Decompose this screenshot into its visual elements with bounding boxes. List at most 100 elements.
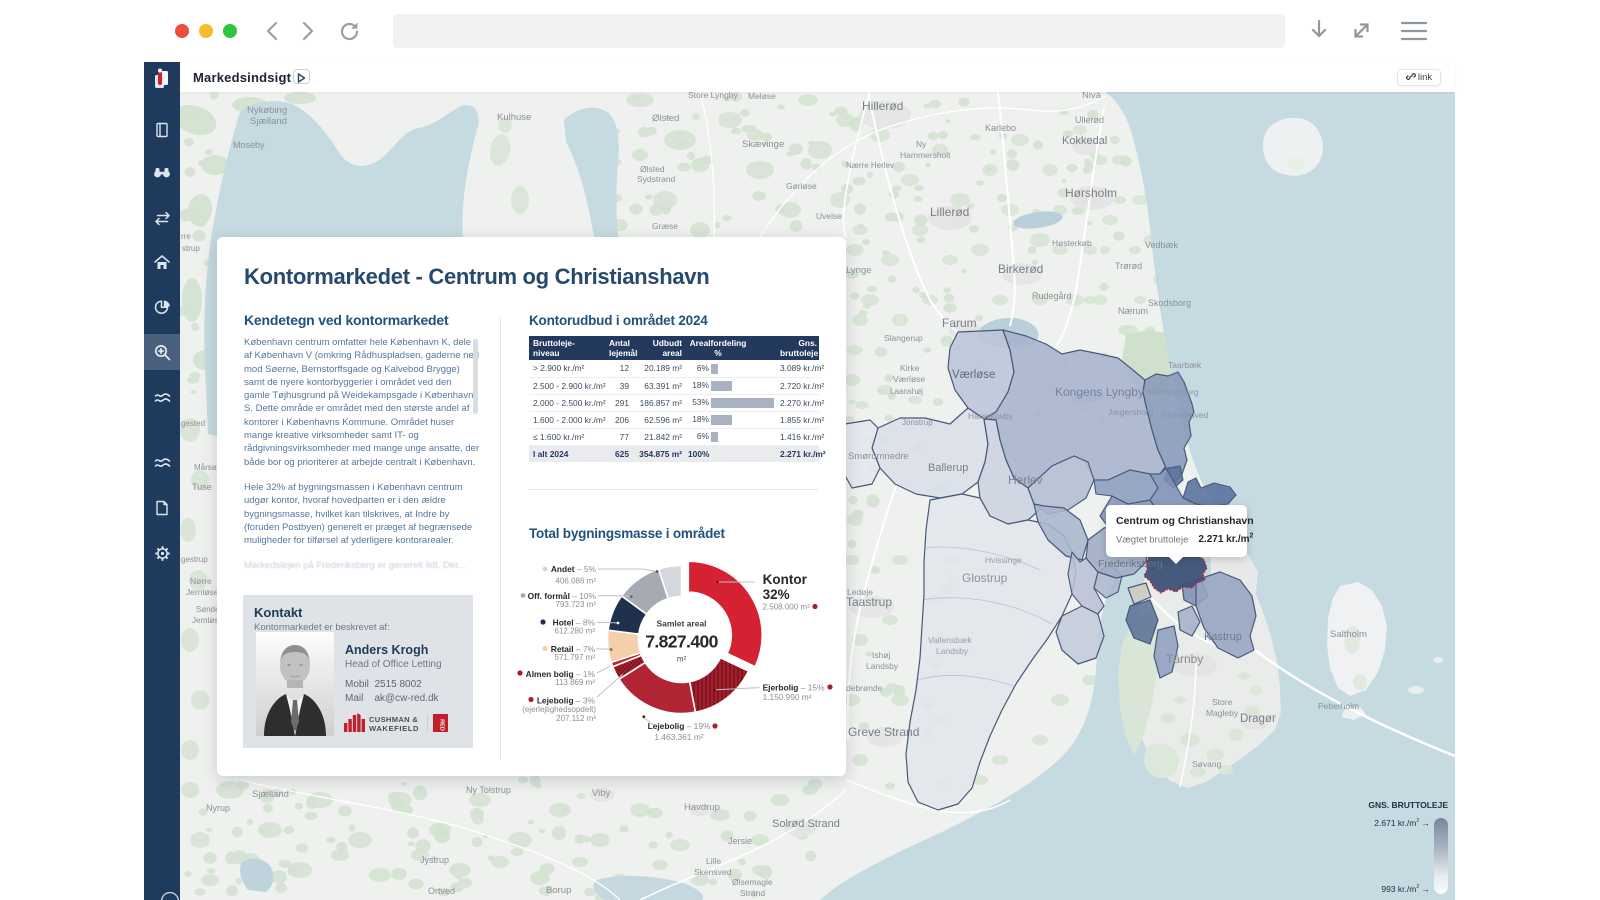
svg-text:Søvang: Søvang [1192, 759, 1222, 769]
svg-text:Trørød: Trørød [1115, 261, 1142, 271]
svg-text:Laanshøj: Laanshøj [890, 387, 923, 396]
svg-text:571.797 m²: 571.797 m² [555, 653, 596, 662]
svg-text:Gørløse: Gørløse [786, 181, 817, 191]
svg-text:Birkerød: Birkerød [998, 262, 1043, 276]
svg-text:Ny: Ny [916, 139, 927, 149]
svg-text:Kokkedal: Kokkedal [1062, 135, 1107, 147]
svg-text:Frederiksberg: Frederiksberg [1098, 558, 1163, 570]
svg-text:Tårnby: Tårnby [1166, 652, 1203, 666]
svg-text:Karlebo: Karlebo [985, 123, 1016, 133]
svg-text:Nørre: Nørre [190, 576, 212, 586]
svg-text:Uvelse: Uvelse [816, 211, 842, 221]
svg-text:Hørsholm: Hørsholm [1065, 186, 1117, 200]
svg-text:Off. formål – 10%: Off. formål – 10% [528, 591, 597, 601]
svg-text:Nykøbing: Nykøbing [247, 105, 287, 116]
svg-text:Ballerup: Ballerup [928, 462, 968, 474]
svg-text:Landsby: Landsby [866, 661, 899, 671]
svg-text:Hareskovby: Hareskovby [968, 411, 1014, 421]
svg-text:Vallensbæk: Vallensbæk [928, 635, 973, 645]
svg-text:Herlev: Herlev [1008, 473, 1043, 487]
svg-text:Ølsemagle: Ølsemagle [732, 877, 773, 887]
svg-text:Nærre Herlev: Nærre Herlev [846, 161, 894, 170]
svg-text:Saltholm: Saltholm [1330, 629, 1367, 640]
svg-text:32%: 32% [763, 587, 790, 602]
svg-text:Magleby: Magleby [1206, 708, 1239, 718]
svg-text:Skævinge: Skævinge [742, 139, 784, 150]
svg-text:Vedbæk: Vedbæk [1145, 240, 1179, 250]
svg-text:1.150.990 m²: 1.150.990 m² [763, 692, 812, 702]
svg-text:Tuse: Tuse [192, 482, 212, 492]
svg-text:Taarbæk: Taarbæk [1168, 360, 1202, 370]
svg-text:Viby: Viby [592, 788, 611, 799]
svg-text:Store Lyngby: Store Lyngby [688, 92, 739, 100]
svg-text:406.086 m²: 406.086 m² [556, 577, 597, 586]
svg-text:Lynge: Lynge [846, 265, 872, 276]
svg-text:2.508.000 m²: 2.508.000 m² [763, 603, 810, 612]
svg-text:207.112 m²: 207.112 m² [556, 714, 596, 723]
svg-text:Skovshoved: Skovshoved [1162, 410, 1209, 420]
svg-text:Strand: Strand [740, 888, 765, 898]
svg-text:Meløse: Meløse [748, 92, 776, 101]
svg-text:Græse: Græse [652, 221, 678, 231]
svg-text:793.723 m²: 793.723 m² [556, 600, 597, 609]
svg-text:Værløse: Værløse [952, 369, 995, 381]
svg-text:7.827.400: 7.827.400 [645, 632, 718, 652]
svg-text:RED: RED [439, 719, 445, 731]
svg-text:Store: Store [1212, 697, 1233, 707]
svg-text:Moseby: Moseby [233, 140, 265, 150]
svg-text:Retail – 7%: Retail – 7% [551, 644, 596, 654]
svg-text:Ullerød: Ullerød [1075, 115, 1104, 125]
svg-text:Ishøj: Ishøj [872, 650, 891, 660]
svg-text:Lillerød: Lillerød [930, 205, 969, 219]
svg-text:Hvissinge: Hvissinge [985, 555, 1022, 565]
svg-text:Landsby: Landsby [936, 646, 969, 656]
svg-text:Kontor: Kontor [763, 572, 808, 587]
svg-text:Ølsted: Ølsted [652, 113, 679, 124]
svg-text:CUSHMAN &: CUSHMAN & [369, 715, 418, 724]
svg-text:debrønde: debrønde [846, 683, 883, 693]
svg-text:Sjælland: Sjælland [250, 116, 287, 127]
svg-text:Borup: Borup [546, 885, 571, 896]
svg-text:Havdrup: Havdrup [684, 802, 720, 813]
svg-text:WAKEFIELD: WAKEFIELD [369, 724, 419, 733]
svg-text:Andet – 5%: Andet – 5% [551, 564, 597, 574]
svg-text:Ejerbolig – 15%: Ejerbolig – 15% [763, 683, 825, 693]
svg-text:Jernløse: Jernløse [192, 616, 223, 625]
svg-text:Skodsborg: Skodsborg [1148, 298, 1191, 308]
svg-text:Slangerup: Slangerup [884, 333, 923, 343]
svg-text:612.280 m²: 612.280 m² [555, 627, 596, 636]
svg-text:Hillerød: Hillerød [862, 99, 903, 113]
svg-text:Lille: Lille [706, 856, 721, 866]
svg-text:Smørumnedre: Smørumnedre [848, 451, 909, 462]
svg-text:Nyrup: Nyrup [206, 803, 230, 813]
svg-text:Hotel – 8%: Hotel – 8% [553, 618, 596, 628]
svg-text:rre: rre [181, 232, 191, 241]
svg-text:Ortved: Ortved [428, 886, 455, 896]
svg-text:Høsterkøb: Høsterkøb [1052, 238, 1092, 248]
svg-text:Ny Tolstrup: Ny Tolstrup [466, 785, 511, 795]
svg-text:Nivå: Nivå [1082, 92, 1102, 101]
svg-text:Kastrup: Kastrup [1204, 631, 1242, 643]
svg-text:Hammersholt: Hammersholt [900, 150, 951, 160]
svg-text:Jægersborg: Jægersborg [1108, 407, 1154, 417]
svg-text:gestrup: gestrup [181, 555, 208, 564]
svg-text:Nærum: Nærum [1118, 306, 1148, 316]
svg-text:(ejerlejlighedsopdelt): (ejerlejlighedsopdelt) [522, 705, 596, 714]
svg-text:Kirke: Kirke [900, 363, 920, 373]
svg-text:Ledøje: Ledøje [847, 587, 873, 597]
svg-text:Mårsø: Mårsø [194, 463, 217, 472]
svg-text:Lejebolig – 3%: Lejebolig – 3% [537, 696, 596, 706]
svg-text:Peberholm: Peberholm [1318, 701, 1359, 711]
svg-text:Solrød Strand: Solrød Strand [772, 818, 840, 830]
svg-text:Skensved: Skensved [694, 867, 732, 877]
svg-text:Kulhuse: Kulhuse [497, 112, 531, 123]
svg-text:Sønder: Sønder [196, 605, 223, 614]
svg-text:Ølsted: Ølsted [640, 164, 665, 174]
svg-text:Taastrup: Taastrup [846, 595, 892, 609]
svg-text:Sjælland: Sjælland [252, 789, 289, 800]
svg-text:strup: strup [182, 244, 200, 253]
svg-text:Almen bolig – 1%: Almen bolig – 1% [526, 669, 596, 679]
svg-text:Dragør: Dragør [1240, 713, 1276, 725]
svg-text:gested: gested [181, 419, 205, 428]
svg-text:Jystrup: Jystrup [420, 855, 449, 865]
